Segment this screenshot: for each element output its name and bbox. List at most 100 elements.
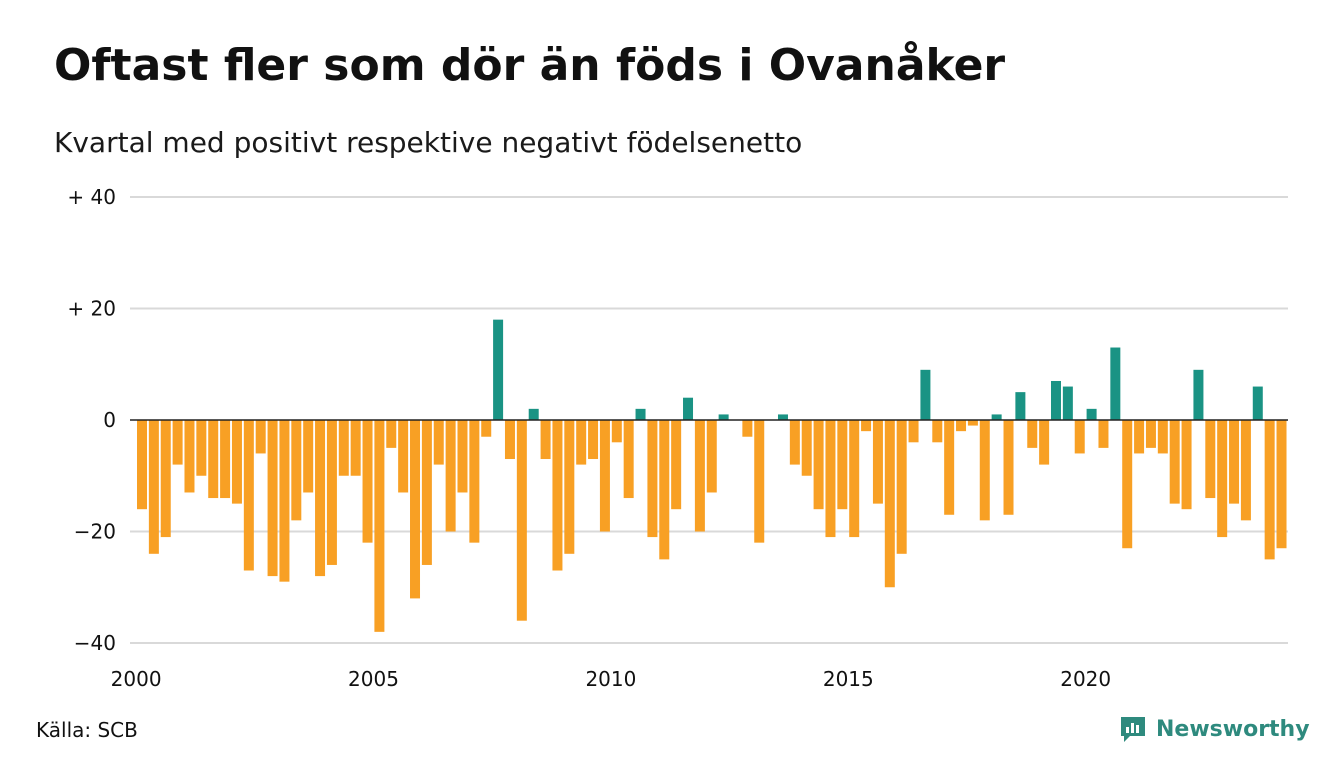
bar	[991, 414, 1002, 420]
y-axis-ticks: + 40 + 20 0 −20 −40	[67, 185, 116, 655]
y-tick-label: 0	[103, 408, 116, 432]
gridlines	[130, 196, 1288, 644]
bar	[445, 420, 456, 532]
bar	[1157, 420, 1168, 454]
bar	[1252, 386, 1263, 420]
bar	[742, 420, 753, 437]
bar	[908, 420, 919, 443]
bar	[1264, 420, 1275, 560]
bar	[1229, 420, 1240, 504]
bar	[196, 420, 207, 476]
bar	[932, 420, 943, 443]
bar	[1098, 420, 1109, 448]
bar	[362, 420, 373, 543]
source-note: Källa: SCB	[36, 718, 138, 742]
bar	[611, 420, 622, 443]
chart-subtitle: Kvartal med positivt respektive negativt…	[54, 126, 803, 159]
bar	[647, 420, 658, 538]
bar	[457, 420, 468, 493]
newsworthy-logo-text: Newsworthy	[1156, 716, 1310, 742]
bar	[350, 420, 361, 476]
bar	[338, 420, 349, 476]
bar	[671, 420, 682, 510]
bar	[291, 420, 302, 521]
bar	[1015, 392, 1026, 421]
bar	[1027, 420, 1038, 448]
bar	[1062, 386, 1073, 420]
bar	[267, 420, 278, 577]
bar	[635, 408, 646, 420]
newsworthy-logo-icon	[1121, 717, 1145, 742]
bar	[1050, 380, 1061, 420]
bar	[1039, 420, 1050, 465]
bar	[1074, 420, 1085, 454]
bar	[944, 420, 955, 515]
bar	[504, 420, 515, 460]
bar	[599, 420, 610, 532]
bar	[315, 420, 326, 577]
x-tick-label: 2020	[1060, 667, 1111, 691]
bar	[1193, 369, 1204, 420]
bars	[137, 319, 1287, 632]
newsworthy-logo: Newsworthy	[1118, 714, 1310, 744]
bar	[303, 420, 314, 493]
bar	[588, 420, 599, 460]
bar	[683, 397, 694, 420]
bar	[956, 420, 967, 432]
bar	[386, 420, 397, 448]
bar	[1003, 420, 1014, 515]
y-tick-label: + 40	[67, 185, 116, 209]
x-axis-ticks: 2000 2005 2010 2015 2020	[111, 667, 1112, 691]
bar	[398, 420, 409, 493]
bar	[576, 420, 587, 465]
bar	[528, 408, 539, 420]
bar	[1122, 420, 1133, 549]
bar	[1217, 420, 1228, 538]
bar	[694, 420, 705, 532]
bar	[255, 420, 266, 454]
bar	[861, 420, 872, 432]
bar	[516, 420, 527, 621]
bar	[421, 420, 432, 565]
bar	[896, 420, 907, 554]
bar	[706, 420, 717, 493]
y-tick-label: −20	[74, 520, 116, 544]
bar	[837, 420, 848, 510]
bar	[160, 420, 171, 538]
bar	[326, 420, 337, 565]
bar	[148, 420, 159, 554]
bar	[920, 369, 931, 420]
x-tick-label: 2000	[111, 667, 162, 691]
bar	[493, 319, 504, 420]
bar	[1205, 420, 1216, 499]
bar	[481, 420, 492, 437]
bar	[172, 420, 183, 465]
bar	[410, 420, 421, 599]
bar	[979, 420, 990, 521]
bar	[184, 420, 195, 493]
bar	[801, 420, 812, 476]
bar	[1276, 420, 1287, 549]
bar	[789, 420, 800, 465]
x-tick-label: 2015	[823, 667, 874, 691]
bar	[469, 420, 480, 543]
y-tick-label: + 20	[67, 297, 116, 321]
x-tick-label: 2010	[585, 667, 636, 691]
bar	[279, 420, 290, 582]
bar	[659, 420, 670, 560]
bar	[208, 420, 219, 499]
bar	[849, 420, 860, 538]
bar	[1086, 408, 1097, 420]
y-tick-label: −40	[74, 631, 116, 655]
bar	[813, 420, 824, 510]
bar	[754, 420, 765, 543]
chart-title: Oftast fler som dör än föds i Ovanåker	[54, 40, 1006, 91]
bar	[552, 420, 563, 571]
bar	[825, 420, 836, 538]
bar	[1145, 420, 1156, 448]
bar	[433, 420, 444, 465]
bar	[1134, 420, 1145, 454]
bar	[1181, 420, 1192, 510]
bar	[1240, 420, 1251, 521]
